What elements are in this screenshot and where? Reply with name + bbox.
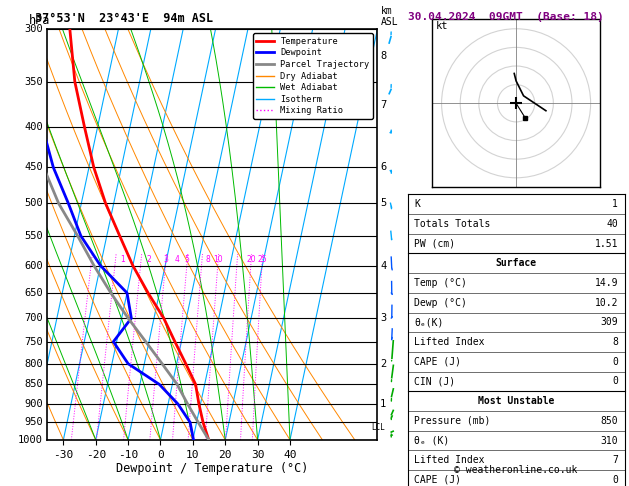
Text: 950: 950 — [24, 417, 43, 427]
Text: km
ASL: km ASL — [381, 5, 398, 27]
Legend: Temperature, Dewpoint, Parcel Trajectory, Dry Adiabat, Wet Adiabat, Isotherm, Mi: Temperature, Dewpoint, Parcel Trajectory… — [253, 34, 373, 119]
Text: Most Unstable: Most Unstable — [478, 396, 554, 406]
Text: 6: 6 — [380, 162, 386, 173]
Text: 750: 750 — [24, 337, 43, 347]
Text: 8: 8 — [205, 255, 210, 264]
Text: 4: 4 — [380, 260, 386, 271]
Text: 3: 3 — [380, 313, 386, 323]
Text: 8: 8 — [380, 52, 386, 61]
Text: 300: 300 — [24, 24, 43, 34]
Text: CAPE (J): CAPE (J) — [414, 475, 461, 485]
Text: 4: 4 — [175, 255, 180, 264]
Text: 5: 5 — [380, 198, 386, 208]
Text: 309: 309 — [601, 317, 618, 328]
Text: 600: 600 — [24, 260, 43, 271]
Text: 1: 1 — [612, 199, 618, 209]
Text: 25: 25 — [257, 255, 267, 264]
Text: 14.9: 14.9 — [594, 278, 618, 288]
Text: Pressure (mb): Pressure (mb) — [414, 416, 491, 426]
Text: 400: 400 — [24, 122, 43, 132]
Text: 10.2: 10.2 — [594, 298, 618, 308]
Text: kt: kt — [436, 21, 448, 31]
Text: 450: 450 — [24, 162, 43, 173]
Text: 700: 700 — [24, 313, 43, 323]
Text: 5: 5 — [184, 255, 189, 264]
Text: 1.51: 1.51 — [594, 239, 618, 249]
Text: 350: 350 — [24, 77, 43, 87]
Text: 2: 2 — [147, 255, 152, 264]
Text: CAPE (J): CAPE (J) — [414, 357, 461, 367]
Text: 0: 0 — [612, 475, 618, 485]
Text: 650: 650 — [24, 288, 43, 298]
X-axis label: Dewpoint / Temperature (°C): Dewpoint / Temperature (°C) — [116, 462, 308, 475]
Text: © weatheronline.co.uk: © weatheronline.co.uk — [454, 465, 577, 475]
Text: 3: 3 — [163, 255, 168, 264]
Text: 0: 0 — [612, 357, 618, 367]
Text: 550: 550 — [24, 231, 43, 241]
Text: CIN (J): CIN (J) — [414, 377, 455, 386]
Text: PW (cm): PW (cm) — [414, 239, 455, 249]
Text: 800: 800 — [24, 359, 43, 369]
Text: 850: 850 — [601, 416, 618, 426]
Text: Lifted Index: Lifted Index — [414, 337, 484, 347]
Text: 850: 850 — [24, 380, 43, 389]
Text: Temp (°C): Temp (°C) — [414, 278, 467, 288]
Text: 8: 8 — [612, 337, 618, 347]
Text: 10: 10 — [213, 255, 223, 264]
Text: θₑ (K): θₑ (K) — [414, 435, 449, 446]
Text: 7: 7 — [380, 100, 386, 110]
Text: Surface: Surface — [496, 259, 537, 268]
Text: 900: 900 — [24, 399, 43, 409]
Text: LCL: LCL — [372, 423, 386, 432]
Text: 310: 310 — [601, 435, 618, 446]
Text: θₑ(K): θₑ(K) — [414, 317, 443, 328]
Text: 1: 1 — [121, 255, 125, 264]
Text: 20: 20 — [246, 255, 255, 264]
Text: Totals Totals: Totals Totals — [414, 219, 491, 229]
Text: Lifted Index: Lifted Index — [414, 455, 484, 465]
Text: 37°53'N  23°43'E  94m ASL: 37°53'N 23°43'E 94m ASL — [35, 12, 213, 25]
Text: 0: 0 — [612, 377, 618, 386]
Text: 1: 1 — [380, 399, 386, 409]
Text: 500: 500 — [24, 198, 43, 208]
Text: Dewp (°C): Dewp (°C) — [414, 298, 467, 308]
Text: 40: 40 — [606, 219, 618, 229]
Text: K: K — [414, 199, 420, 209]
Text: 30.04.2024  09GMT  (Base: 18): 30.04.2024 09GMT (Base: 18) — [408, 12, 603, 22]
Text: hPa: hPa — [29, 14, 50, 27]
Text: 1000: 1000 — [18, 435, 43, 445]
Text: 2: 2 — [380, 359, 386, 369]
Text: 7: 7 — [612, 455, 618, 465]
